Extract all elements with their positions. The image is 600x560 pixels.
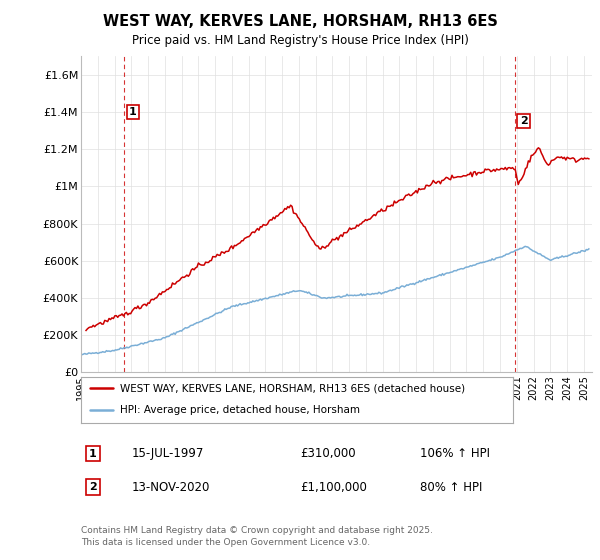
Text: £310,000: £310,000 xyxy=(300,447,356,460)
Text: 15-JUL-1997: 15-JUL-1997 xyxy=(132,447,205,460)
Text: 2: 2 xyxy=(89,482,97,492)
Text: WEST WAY, KERVES LANE, HORSHAM, RH13 6ES: WEST WAY, KERVES LANE, HORSHAM, RH13 6ES xyxy=(103,14,497,29)
Text: 13-NOV-2020: 13-NOV-2020 xyxy=(132,480,211,494)
Text: Price paid vs. HM Land Registry's House Price Index (HPI): Price paid vs. HM Land Registry's House … xyxy=(131,34,469,46)
Text: WEST WAY, KERVES LANE, HORSHAM, RH13 6ES (detached house): WEST WAY, KERVES LANE, HORSHAM, RH13 6ES… xyxy=(120,384,465,393)
Text: Contains HM Land Registry data © Crown copyright and database right 2025.
This d: Contains HM Land Registry data © Crown c… xyxy=(81,526,433,547)
Text: 1: 1 xyxy=(129,107,137,117)
Text: 1: 1 xyxy=(89,449,97,459)
Text: 80% ↑ HPI: 80% ↑ HPI xyxy=(420,480,482,494)
Text: HPI: Average price, detached house, Horsham: HPI: Average price, detached house, Hors… xyxy=(120,405,360,415)
Text: 106% ↑ HPI: 106% ↑ HPI xyxy=(420,447,490,460)
Text: £1,100,000: £1,100,000 xyxy=(300,480,367,494)
Text: 2: 2 xyxy=(520,116,527,126)
